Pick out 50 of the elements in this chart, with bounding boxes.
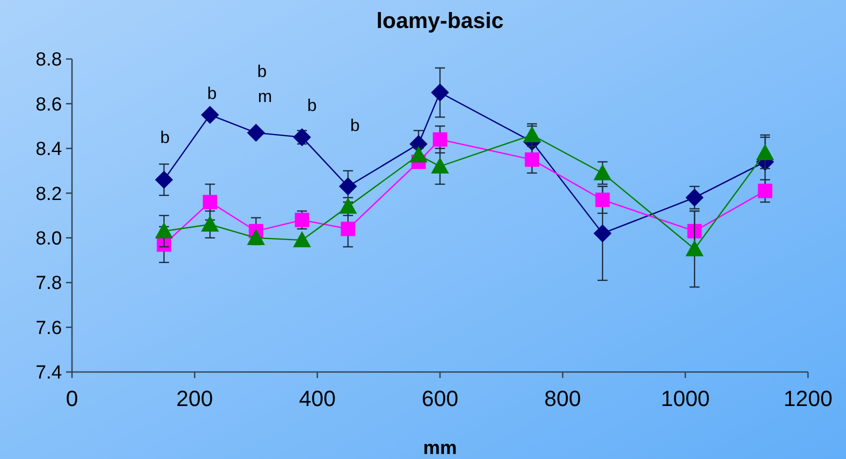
y-tick-label: 7.8 — [36, 273, 62, 294]
point — [294, 212, 310, 228]
point — [432, 132, 448, 147]
point — [247, 124, 265, 142]
point — [293, 128, 311, 146]
point — [594, 224, 612, 242]
point — [339, 177, 357, 196]
annotation: b — [350, 116, 360, 135]
point — [594, 164, 612, 180]
x-axis-title: mm — [423, 438, 457, 459]
point — [431, 84, 449, 102]
annotation: b — [207, 84, 217, 103]
point — [758, 184, 772, 198]
point — [756, 144, 774, 160]
annotation: m — [258, 86, 272, 106]
point — [293, 231, 311, 248]
point — [687, 224, 702, 238]
point — [155, 222, 173, 238]
annotation: b — [307, 96, 317, 115]
x-tick-label: 600 — [422, 386, 458, 411]
y-tick-label: 8.2 — [36, 184, 62, 205]
x-tick-label: 400 — [298, 386, 336, 411]
point — [410, 146, 428, 162]
annotation: b — [257, 62, 267, 81]
x-tick-label: 800 — [544, 386, 582, 411]
x-tick-label: 1000 — [660, 386, 710, 411]
point — [431, 157, 449, 174]
point — [686, 188, 704, 207]
point — [686, 240, 704, 256]
chart-title: loamy-basic — [376, 8, 504, 33]
y-tick-label: 8.6 — [36, 94, 62, 116]
point — [524, 152, 540, 167]
x-tick-label: 1200 — [784, 386, 832, 411]
point — [339, 198, 357, 214]
x-tick-label: 0 — [66, 386, 78, 411]
point — [155, 170, 173, 189]
point — [201, 215, 219, 232]
point — [247, 228, 265, 246]
y-tick-label: 7.4 — [36, 362, 62, 384]
point — [523, 126, 541, 142]
annotation: b — [160, 128, 170, 147]
point — [595, 192, 610, 208]
point — [201, 106, 219, 124]
y-tick-label: 7.6 — [36, 318, 62, 339]
x-tick-label: 200 — [176, 386, 214, 411]
point — [202, 194, 218, 210]
y-tick-label: 8.4 — [36, 139, 62, 160]
y-tick-label: 8.8 — [36, 50, 62, 71]
point — [340, 222, 356, 236]
y-tick-label: 8.0 — [36, 228, 62, 250]
